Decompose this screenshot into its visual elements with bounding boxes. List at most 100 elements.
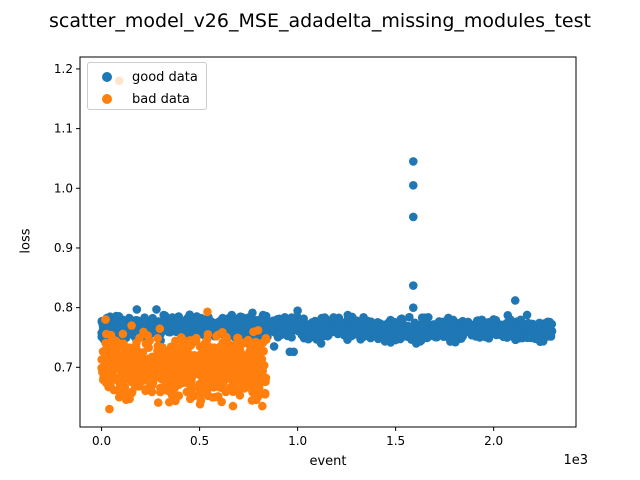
good-data-point: [463, 317, 473, 327]
bad-data-point: [135, 333, 144, 343]
bad-data-point: [249, 385, 258, 395]
good-data-point: [433, 329, 443, 339]
good-data-point: [409, 331, 418, 340]
good-data-point: [522, 310, 532, 320]
x-tick-label: 1.5: [386, 434, 405, 448]
bad-data-point: [101, 338, 110, 348]
bad-data-point: [152, 352, 161, 362]
y-tick-label: 0.9: [54, 241, 73, 255]
good-data-point: [372, 327, 382, 337]
good-data-point: [229, 324, 239, 334]
bad-data-point: [128, 358, 138, 368]
good-data-point: [261, 311, 271, 321]
bad-data-point: [112, 348, 122, 358]
bad-data-point: [164, 347, 174, 357]
good-data-point: [372, 321, 381, 330]
good-data-point: [388, 324, 398, 334]
good-data-point: [405, 312, 414, 322]
bad-data-point: [171, 336, 180, 346]
bad-data-point: [101, 315, 110, 324]
bad-data-point: [149, 361, 158, 371]
good-data-point: [269, 342, 279, 351]
bad-data-point: [127, 321, 136, 330]
good-data-point: [395, 332, 404, 341]
legend-marker-bad-icon: [102, 94, 112, 104]
bad-data-point: [219, 371, 229, 381]
bad-data-point: [255, 390, 264, 399]
good-data-point: [408, 181, 418, 190]
good-data-point: [146, 320, 156, 330]
bad-data-point: [212, 372, 222, 381]
bad-data-point: [185, 361, 195, 370]
bad-data-point: [218, 383, 227, 393]
good-data-point: [132, 305, 142, 314]
bad-data-point: [155, 324, 165, 334]
bad-data-point: [131, 382, 140, 391]
x-axis-offset-label: 1e3: [563, 453, 588, 468]
good-data-point: [293, 306, 302, 315]
good-data-point: [504, 326, 514, 336]
bad-data-point: [226, 382, 236, 392]
bad-data-point: [171, 396, 180, 406]
bad-data-point: [166, 356, 175, 366]
bad-data-point: [203, 365, 212, 375]
bad-data-point: [235, 391, 245, 400]
good-data-point: [170, 322, 179, 332]
good-data-point: [510, 296, 520, 305]
good-data-point: [179, 324, 188, 334]
y-tick-label: 1.0: [54, 181, 73, 195]
good-data-point: [533, 321, 543, 331]
good-data-point: [534, 330, 544, 340]
legend-marker-good-icon: [102, 72, 112, 82]
bad-data-point: [117, 367, 126, 377]
x-axis-label: event: [309, 454, 347, 469]
good-data-point: [481, 332, 491, 342]
bad-data-point: [239, 384, 249, 393]
bad-data-point: [258, 401, 267, 411]
bad-data-point: [212, 351, 222, 360]
good-data-point: [491, 315, 501, 325]
good-data-point: [152, 305, 161, 314]
bad-data-point: [203, 307, 212, 317]
good-data-point: [468, 328, 478, 337]
good-data-point: [418, 319, 428, 329]
bad-data-point: [189, 369, 199, 379]
good-data-point: [546, 329, 555, 338]
bad-data-point: [217, 397, 226, 407]
good-data-point: [112, 311, 121, 321]
bad-data-point: [189, 391, 199, 401]
good-data-point: [538, 337, 548, 346]
good-data-point: [380, 337, 390, 346]
good-data-point: [343, 314, 353, 323]
bad-data-point: [138, 376, 148, 385]
bad-data-point: [203, 341, 213, 351]
bad-data-point: [217, 344, 227, 354]
good-data-point: [164, 327, 173, 337]
y-tick-label: 0.8: [54, 301, 73, 315]
plot-area-frame: [79, 56, 577, 428]
bad-data-point: [182, 387, 192, 397]
bad-data-point: [118, 329, 128, 339]
bad-data-point: [258, 338, 268, 348]
good-data-point: [329, 313, 338, 322]
good-data-point: [420, 330, 430, 339]
bad-data-point: [211, 392, 220, 402]
good-data-point: [475, 323, 484, 333]
bad-data-point: [183, 377, 193, 387]
good-data-point: [140, 313, 149, 322]
bad-data-point: [222, 337, 232, 346]
good-data-point: [348, 323, 357, 333]
bad-data-point: [236, 350, 246, 359]
bad-data-point: [107, 370, 117, 379]
bad-data-point: [229, 349, 239, 359]
bad-data-point: [185, 336, 195, 345]
good-data-point: [280, 323, 289, 332]
good-data-point: [273, 330, 282, 339]
good-data-point: [523, 333, 533, 342]
good-data-point: [337, 321, 347, 330]
bad-data-point: [174, 380, 184, 390]
good-data-point: [357, 318, 366, 327]
bad-data-point: [180, 367, 189, 377]
bad-data-point: [98, 347, 108, 356]
good-data-point: [408, 212, 418, 222]
